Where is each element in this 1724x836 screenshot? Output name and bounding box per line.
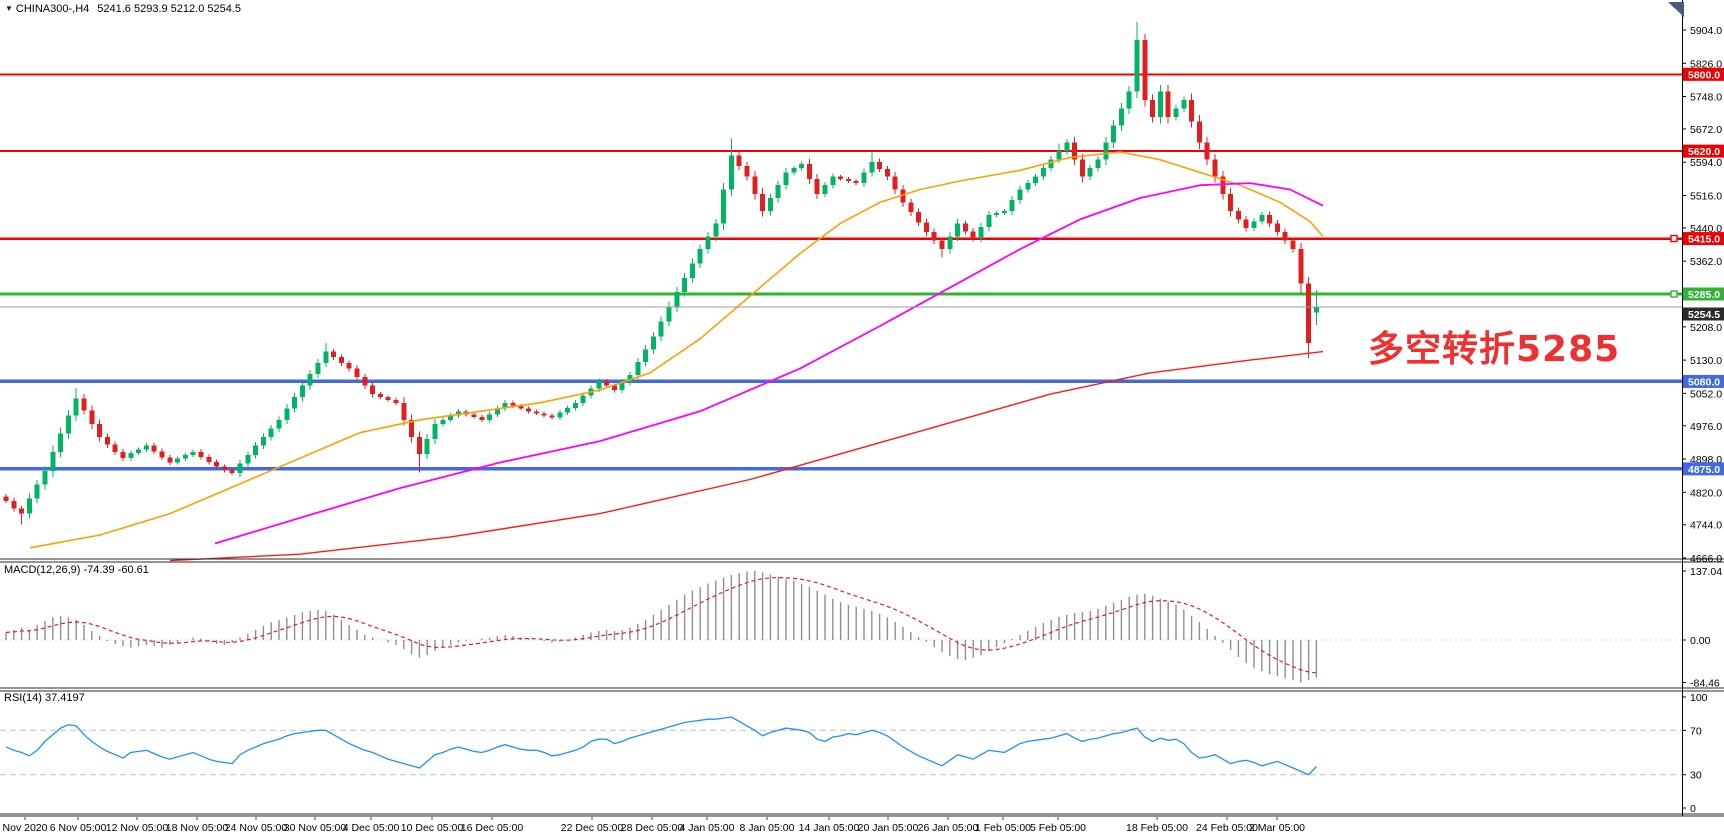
panel-borders bbox=[0, 0, 1724, 817]
svg-text:24 Feb 05:00: 24 Feb 05:00 bbox=[1196, 822, 1258, 834]
svg-text:30: 30 bbox=[1690, 770, 1702, 782]
moving-averages bbox=[29, 151, 1324, 562]
svg-text:Nov 2020: Nov 2020 bbox=[3, 822, 48, 834]
svg-text:16 Dec 05:00: 16 Dec 05:00 bbox=[461, 822, 524, 834]
svg-text:5672.0: 5672.0 bbox=[1690, 124, 1722, 136]
svg-text:5415.0: 5415.0 bbox=[1688, 234, 1720, 246]
rsi-indicator-label: RSI(14) 37.4197 bbox=[4, 692, 85, 704]
svg-text:22 Dec 05:00: 22 Dec 05:00 bbox=[561, 822, 624, 834]
svg-text:4666.0: 4666.0 bbox=[1690, 553, 1722, 565]
svg-text:5130.0: 5130.0 bbox=[1690, 355, 1722, 367]
svg-text:1 Feb 05:00: 1 Feb 05:00 bbox=[975, 822, 1031, 834]
indicator-guides bbox=[0, 639, 1682, 776]
svg-text:5080.0: 5080.0 bbox=[1688, 376, 1720, 388]
svg-text:2 Mar 05:00: 2 Mar 05:00 bbox=[1249, 822, 1305, 834]
svg-text:100: 100 bbox=[1690, 692, 1708, 704]
svg-text:5254.5: 5254.5 bbox=[1688, 309, 1720, 321]
svg-text:5362.0: 5362.0 bbox=[1690, 256, 1722, 268]
rsi-panel[interactable] bbox=[5, 716, 1317, 776]
symbol-header: ▼ CHINA300-,H4 5241.6 5293.9 5212.0 5254.5 bbox=[5, 3, 241, 15]
svg-text:5285.0: 5285.0 bbox=[1688, 289, 1720, 301]
svg-text:20 Jan 05:00: 20 Jan 05:00 bbox=[858, 822, 919, 834]
svg-text:5800.0: 5800.0 bbox=[1688, 69, 1720, 81]
svg-text:18 Nov 05:00: 18 Nov 05:00 bbox=[166, 822, 229, 834]
svg-text:0: 0 bbox=[1690, 803, 1696, 815]
ohlc-values: 5241.6 5293.9 5212.0 5254.5 bbox=[97, 3, 242, 15]
symbol-period-label: CHINA300-,H4 bbox=[15, 3, 90, 15]
price-axis[interactable]: 5904.0 5826.0 5748.0 5672.0 5594.0 5516.0 5440… bbox=[1682, 25, 1722, 815]
svg-text:70: 70 bbox=[1690, 725, 1702, 737]
svg-text:5516.0: 5516.0 bbox=[1690, 190, 1722, 202]
svg-text:30 Nov 05:00: 30 Nov 05:00 bbox=[284, 822, 347, 834]
ma_slow-line bbox=[169, 350, 1324, 562]
svg-text:18 Feb 05:00: 18 Feb 05:00 bbox=[1126, 822, 1188, 834]
chart-shift-marker-icon[interactable] bbox=[1668, 2, 1684, 17]
svg-text:5594.0: 5594.0 bbox=[1690, 157, 1722, 169]
svg-text:4 Dec 05:00: 4 Dec 05:00 bbox=[343, 822, 400, 834]
ma_mid-line bbox=[214, 182, 1324, 545]
annotation-text-5285[interactable]: 多空转折5285 bbox=[1368, 329, 1621, 370]
ma_fast-line bbox=[29, 151, 1324, 549]
macd-indicator-label: MACD(12,26,9) -74.39 -60.61 bbox=[4, 564, 149, 576]
svg-text:5 Feb 05:00: 5 Feb 05:00 bbox=[1030, 822, 1086, 834]
macd-panel[interactable] bbox=[5, 571, 1318, 683]
svg-text:5826.0: 5826.0 bbox=[1690, 58, 1722, 70]
horizontal-level-lines[interactable] bbox=[0, 73, 1682, 471]
svg-text:0.00: 0.00 bbox=[1690, 635, 1711, 647]
ohlc-dropdown-icon[interactable]: ▼ bbox=[5, 4, 13, 13]
svg-text:4 Jan 05:00: 4 Jan 05:00 bbox=[680, 822, 735, 834]
svg-text:5052.0: 5052.0 bbox=[1690, 388, 1722, 400]
svg-text:5748.0: 5748.0 bbox=[1690, 92, 1722, 104]
svg-text:24 Nov 05:00: 24 Nov 05:00 bbox=[225, 822, 288, 834]
svg-text:4976.0: 4976.0 bbox=[1690, 421, 1722, 433]
candlesticks[interactable] bbox=[3, 21, 1319, 525]
svg-text:-84.46: -84.46 bbox=[1690, 678, 1720, 690]
svg-text:14 Jan 05:00: 14 Jan 05:00 bbox=[799, 822, 860, 834]
svg-text:5904.0: 5904.0 bbox=[1690, 25, 1722, 37]
svg-text:5440.0: 5440.0 bbox=[1690, 223, 1722, 235]
svg-text:8 Jan 05:00: 8 Jan 05:00 bbox=[740, 822, 795, 834]
svg-text:137.04: 137.04 bbox=[1690, 566, 1722, 578]
svg-text:10 Dec 05:00: 10 Dec 05:00 bbox=[401, 822, 464, 834]
svg-text:26 Jan 05:00: 26 Jan 05:00 bbox=[918, 822, 979, 834]
svg-text:28 Dec 05:00: 28 Dec 05:00 bbox=[621, 822, 684, 834]
price-badges: 5800.0 5620.0 5415.0 5285.0 5080.0 4875.0 5254… bbox=[1670, 67, 1724, 476]
svg-text:4875.0: 4875.0 bbox=[1688, 464, 1720, 476]
svg-text:5208.0: 5208.0 bbox=[1690, 322, 1722, 334]
svg-text:6 Nov 05:00: 6 Nov 05:00 bbox=[50, 822, 107, 834]
svg-text:12 Nov 05:00: 12 Nov 05:00 bbox=[106, 822, 169, 834]
svg-text:5620.0: 5620.0 bbox=[1688, 146, 1720, 158]
svg-text:4820.0: 4820.0 bbox=[1690, 487, 1722, 499]
svg-text:4744.0: 4744.0 bbox=[1690, 520, 1722, 532]
